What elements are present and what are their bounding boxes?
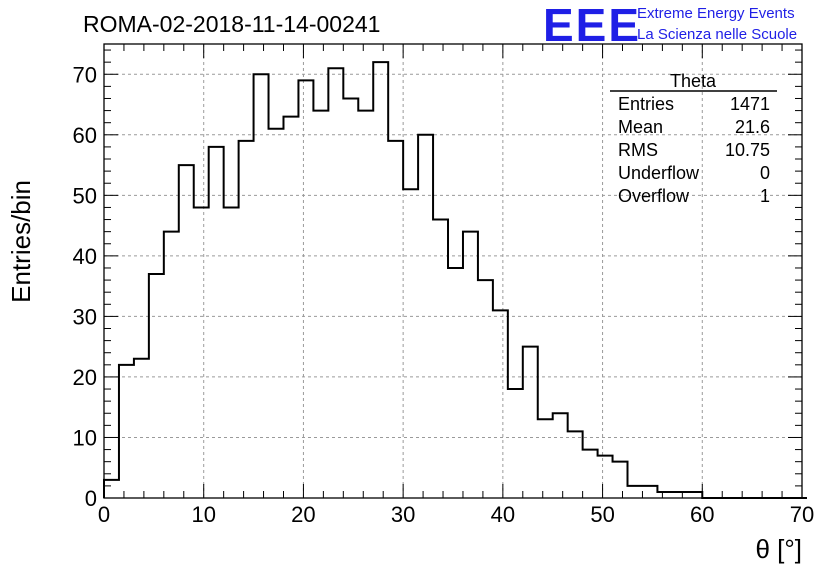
stats-row-value: 21.6 bbox=[735, 117, 770, 137]
stats-row-value: 10.75 bbox=[725, 140, 770, 160]
x-tick-label: 60 bbox=[690, 502, 714, 527]
x-tick-label: 0 bbox=[98, 502, 110, 527]
stats-row-value: 1471 bbox=[730, 94, 770, 114]
stats-row-label: Mean bbox=[618, 117, 663, 137]
x-tick-labels: 0 10 20 30 40 50 60 70 bbox=[98, 502, 814, 527]
y-tick-label: 20 bbox=[73, 365, 97, 390]
y-tick-label: 10 bbox=[73, 425, 97, 450]
logo: EEE Extreme Energy Events La Scienza nel… bbox=[543, 0, 797, 51]
stats-title: Theta bbox=[670, 71, 717, 91]
logo-eee: EEE bbox=[543, 0, 641, 51]
axis-ticks bbox=[103, 44, 803, 499]
logo-line1: Extreme Energy Events bbox=[637, 5, 795, 22]
chart-title: ROMA-02-2018-11-14-00241 bbox=[83, 11, 380, 37]
stats-row-value: 1 bbox=[760, 186, 770, 206]
y-tick-label: 70 bbox=[73, 62, 97, 87]
stats-box: Theta Entries 1471 Mean 21.6 RMS 10.75 Underfl… bbox=[610, 71, 777, 206]
stats-row-label: Underflow bbox=[618, 163, 700, 183]
histogram-line bbox=[103, 61, 807, 499]
x-tick-label: 50 bbox=[590, 502, 614, 527]
x-tick-label: 30 bbox=[391, 502, 415, 527]
x-tick-label: 10 bbox=[191, 502, 215, 527]
x-tick-label: 40 bbox=[491, 502, 515, 527]
stats-rows: Entries 1471 Mean 21.6 RMS 10.75 Underflow 0 Ove… bbox=[618, 94, 770, 206]
x-tick-label: 70 bbox=[790, 502, 814, 527]
y-axis-label: Entries/bin bbox=[6, 180, 36, 303]
logo-line2: La Scienza nelle Scuole bbox=[637, 26, 797, 43]
x-tick-label: 20 bbox=[291, 502, 315, 527]
stats-row-label: RMS bbox=[618, 140, 658, 160]
y-tick-label: 30 bbox=[73, 304, 97, 329]
plot-frame bbox=[103, 43, 803, 499]
grid-lines bbox=[104, 44, 802, 498]
stats-row-label: Entries bbox=[618, 94, 674, 114]
y-tick-labels: 0 10 20 30 40 50 60 70 bbox=[73, 62, 97, 511]
stats-row-value: 0 bbox=[760, 163, 770, 183]
y-tick-label: 40 bbox=[73, 244, 97, 269]
x-axis-label: θ [°] bbox=[755, 534, 802, 564]
y-tick-label: 60 bbox=[73, 123, 97, 148]
y-tick-label: 0 bbox=[85, 486, 97, 511]
y-tick-label: 50 bbox=[73, 183, 97, 208]
stats-row-label: Overflow bbox=[618, 186, 690, 206]
